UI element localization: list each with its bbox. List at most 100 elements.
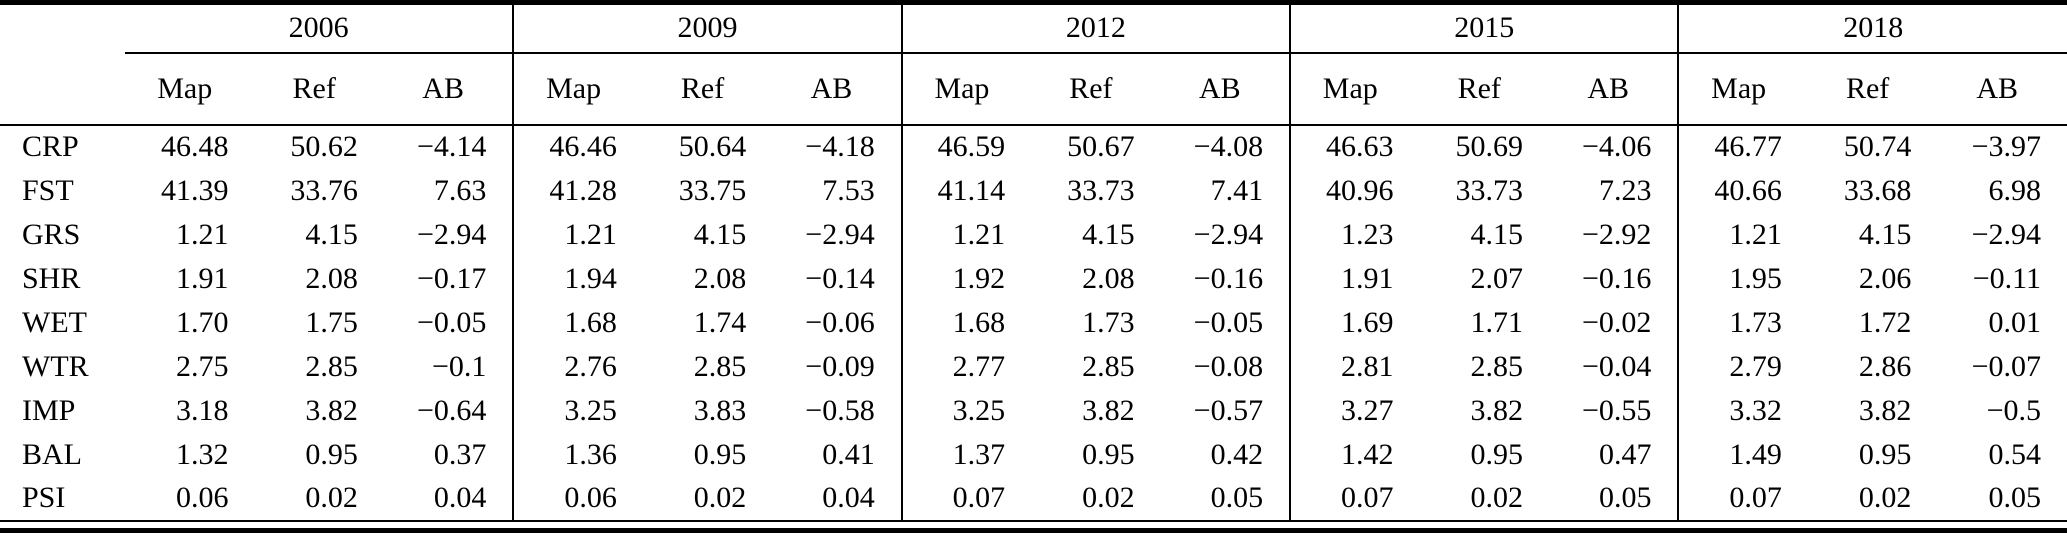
- year-header-2006: 2006: [125, 2, 515, 54]
- cell-SHR-2015-AB: −0.16: [1548, 256, 1680, 301]
- cell-WET-2006-Map: 1.70: [175, 305, 229, 339]
- subheader-2018-Map: Map: [1678, 52, 1808, 126]
- cell-SHR-2009-AB: −0.14: [772, 256, 903, 301]
- cell-IMP-2018-Ref: 3.82: [1858, 393, 1912, 427]
- year-header-2018: 2018: [1678, 2, 2067, 54]
- table-row-WTR: WTR 2.75 2.85 −0.1 2.76 2.85 −0.09 2.77 2.85 −0.0…: [0, 344, 2067, 389]
- cell-WTR-2015-AB: −0.04: [1548, 344, 1680, 389]
- cell-GRS-2018-Map: 1.21: [1729, 217, 1782, 251]
- table-corner-top: [0, 3, 125, 53]
- cell-CRP-2006-Map: 46.48: [160, 130, 229, 163]
- cell-FST-2012-Ref: 33.73: [1067, 173, 1135, 207]
- subheader-2015-AB: AB: [1548, 52, 1680, 126]
- table-row-IMP: IMP 3.18 3.82 −0.64 3.25 3.83 −0.58 3.25 3.82 −0.…: [0, 388, 2067, 433]
- cell-CRP-2015-Ref: 50.69: [1455, 130, 1523, 163]
- table-body: CRP 46.48 50.62 −4.14 46.46 50.64 −4.18 46.59 50…: [0, 124, 2067, 521]
- subheader-2015-Map: Map: [1290, 52, 1420, 126]
- table-row-GRS: GRS 1.21 4.15 −2.94 1.21 4.15 −2.94 1.21 4.15 −2.…: [0, 212, 2067, 257]
- cell-GRS-2009-AB: −2.94: [772, 212, 903, 257]
- cell-WET-2015-AB: −0.02: [1548, 300, 1680, 345]
- cell-PSI-2018-Ref: 0.02: [1858, 481, 1912, 514]
- cell-PSI-2006-Ref: 0.02: [305, 481, 358, 514]
- cell-IMP-2012-Ref: 3.82: [1082, 393, 1135, 427]
- cell-WTR-2015-Map: 2.81: [1341, 349, 1394, 383]
- table-row-WET: WET 1.70 1.75 −0.05 1.68 1.74 −0.06 1.68 1.73 −0.…: [0, 300, 2067, 345]
- cell-PSI-2015-Ref: 0.02: [1470, 481, 1523, 514]
- cell-BAL-2012-AB: 0.42: [1160, 432, 1292, 477]
- cell-WET-2018-AB: 0.01: [1988, 305, 2042, 339]
- cell-CRP-2009-AB: −4.18: [772, 124, 903, 169]
- year-header-2012: 2012: [901, 2, 1292, 54]
- cell-SHR-2006-AB: −0.17: [383, 256, 515, 301]
- cell-FST-2018-Ref: 33.68: [1843, 173, 1912, 207]
- cell-BAL-2009-Ref: 0.95: [693, 437, 747, 471]
- cell-WTR-2009-AB: −0.09: [772, 344, 903, 389]
- cell-BAL-2015-Map: 1.42: [1341, 437, 1394, 471]
- subheader-2018-Ref: Ref: [1807, 52, 1938, 126]
- cell-SHR-2006-Map: 1.91: [175, 261, 229, 295]
- cell-IMP-2009-Ref: 3.83: [693, 393, 747, 427]
- cell-CRP-2018-Map: 46.77: [1714, 130, 1782, 163]
- cell-GRS-2009-Ref: 4.15: [693, 217, 747, 251]
- row-label-IMP: IMP: [22, 393, 76, 427]
- subheader-2009-Map: Map: [513, 52, 643, 126]
- cell-SHR-2009-Map: 1.94: [564, 261, 617, 295]
- cell-CRP-2015-Map: 46.63: [1326, 130, 1394, 163]
- cell-PSI-2006-AB: 0.04: [383, 476, 515, 521]
- cell-WET-2009-AB: −0.06: [772, 300, 903, 345]
- row-label-BAL: BAL: [22, 437, 82, 471]
- subheader-2009-Ref: Ref: [642, 52, 773, 126]
- cell-SHR-2018-Map: 1.95: [1729, 261, 1782, 295]
- cell-WTR-2009-Map: 2.76: [564, 349, 617, 383]
- row-label-CRP: CRP: [22, 130, 79, 163]
- cell-GRS-2018-AB: −2.94: [1971, 217, 2041, 251]
- table-row-FST: FST 41.39 33.76 7.63 41.28 33.75 7.53 41.14 33.7…: [0, 168, 2067, 213]
- cell-CRP-2009-Map: 46.46: [549, 130, 617, 163]
- cell-BAL-2006-AB: 0.37: [383, 432, 515, 477]
- cell-GRS-2006-Map: 1.21: [175, 217, 229, 251]
- year-header-row: 2006 2009 2012 2015 2018: [0, 2, 2067, 54]
- cell-BAL-2015-Ref: 0.95: [1470, 437, 1523, 471]
- subheader-2006-Ref: Ref: [254, 52, 384, 126]
- cell-CRP-2018-Ref: 50.74: [1843, 130, 1912, 163]
- table-row-CRP: CRP 46.48 50.62 −4.14 46.46 50.64 −4.18 46.59 50…: [0, 124, 2067, 169]
- subheader-2015-Ref: Ref: [1419, 52, 1549, 126]
- cell-FST-2009-Ref: 33.75: [678, 173, 747, 207]
- cell-PSI-2012-Map: 0.07: [952, 481, 1006, 514]
- cell-FST-2018-AB: 6.98: [1988, 173, 2042, 207]
- cell-WTR-2006-Map: 2.75: [175, 349, 229, 383]
- cell-WTR-2018-Map: 2.79: [1729, 349, 1782, 383]
- cell-PSI-2012-Ref: 0.02: [1082, 481, 1135, 514]
- cell-SHR-2012-AB: −0.16: [1160, 256, 1292, 301]
- bottom-rule: [0, 527, 2067, 533]
- cell-BAL-2006-Map: 1.32: [175, 437, 229, 471]
- row-label-WTR: WTR: [22, 349, 89, 383]
- cell-WET-2018-Ref: 1.72: [1858, 305, 1912, 339]
- cell-GRS-2015-Map: 1.23: [1341, 217, 1394, 251]
- cell-GRS-2006-AB: −2.94: [383, 212, 515, 257]
- cell-GRS-2012-Ref: 4.15: [1082, 217, 1135, 251]
- row-label-WET: WET: [22, 305, 87, 339]
- cell-PSI-2015-Map: 0.07: [1341, 481, 1394, 514]
- cell-WTR-2009-Ref: 2.85: [693, 349, 747, 383]
- cell-GRS-2012-Map: 1.21: [952, 217, 1006, 251]
- cell-WET-2012-Ref: 1.73: [1082, 305, 1135, 339]
- cell-WET-2006-AB: −0.05: [383, 300, 515, 345]
- cell-IMP-2015-AB: −0.55: [1548, 388, 1680, 433]
- table-row-SHR: SHR 1.91 2.08 −0.17 1.94 2.08 −0.14 1.92 2.08 −0.…: [0, 256, 2067, 301]
- subheader-2006-Map: Map: [125, 52, 255, 126]
- cell-FST-2012-AB: 7.41: [1160, 168, 1292, 213]
- cell-SHR-2018-Ref: 2.06: [1858, 261, 1912, 295]
- cell-WET-2012-Map: 1.68: [952, 305, 1006, 339]
- cell-BAL-2006-Ref: 0.95: [305, 437, 358, 471]
- row-label-FST: FST: [22, 173, 74, 207]
- subheader-2018-AB: AB: [1937, 52, 2067, 126]
- cell-WTR-2012-Ref: 2.85: [1082, 349, 1135, 383]
- cell-IMP-2015-Ref: 3.82: [1470, 393, 1523, 427]
- table-row-PSI: PSI 0.06 0.02 0.04 0.06 0.02 0.04 0.07 0.02 0.05 0…: [0, 476, 2067, 521]
- subheader-row: Map Ref AB Map Ref AB Map Ref AB Map Ref AB Map Ref AB: [0, 52, 2067, 126]
- subheader-2012-AB: AB: [1160, 52, 1292, 126]
- cell-CRP-2012-Ref: 50.67: [1067, 130, 1135, 163]
- cell-WET-2009-Map: 1.68: [564, 305, 617, 339]
- cell-SHR-2012-Map: 1.92: [952, 261, 1006, 295]
